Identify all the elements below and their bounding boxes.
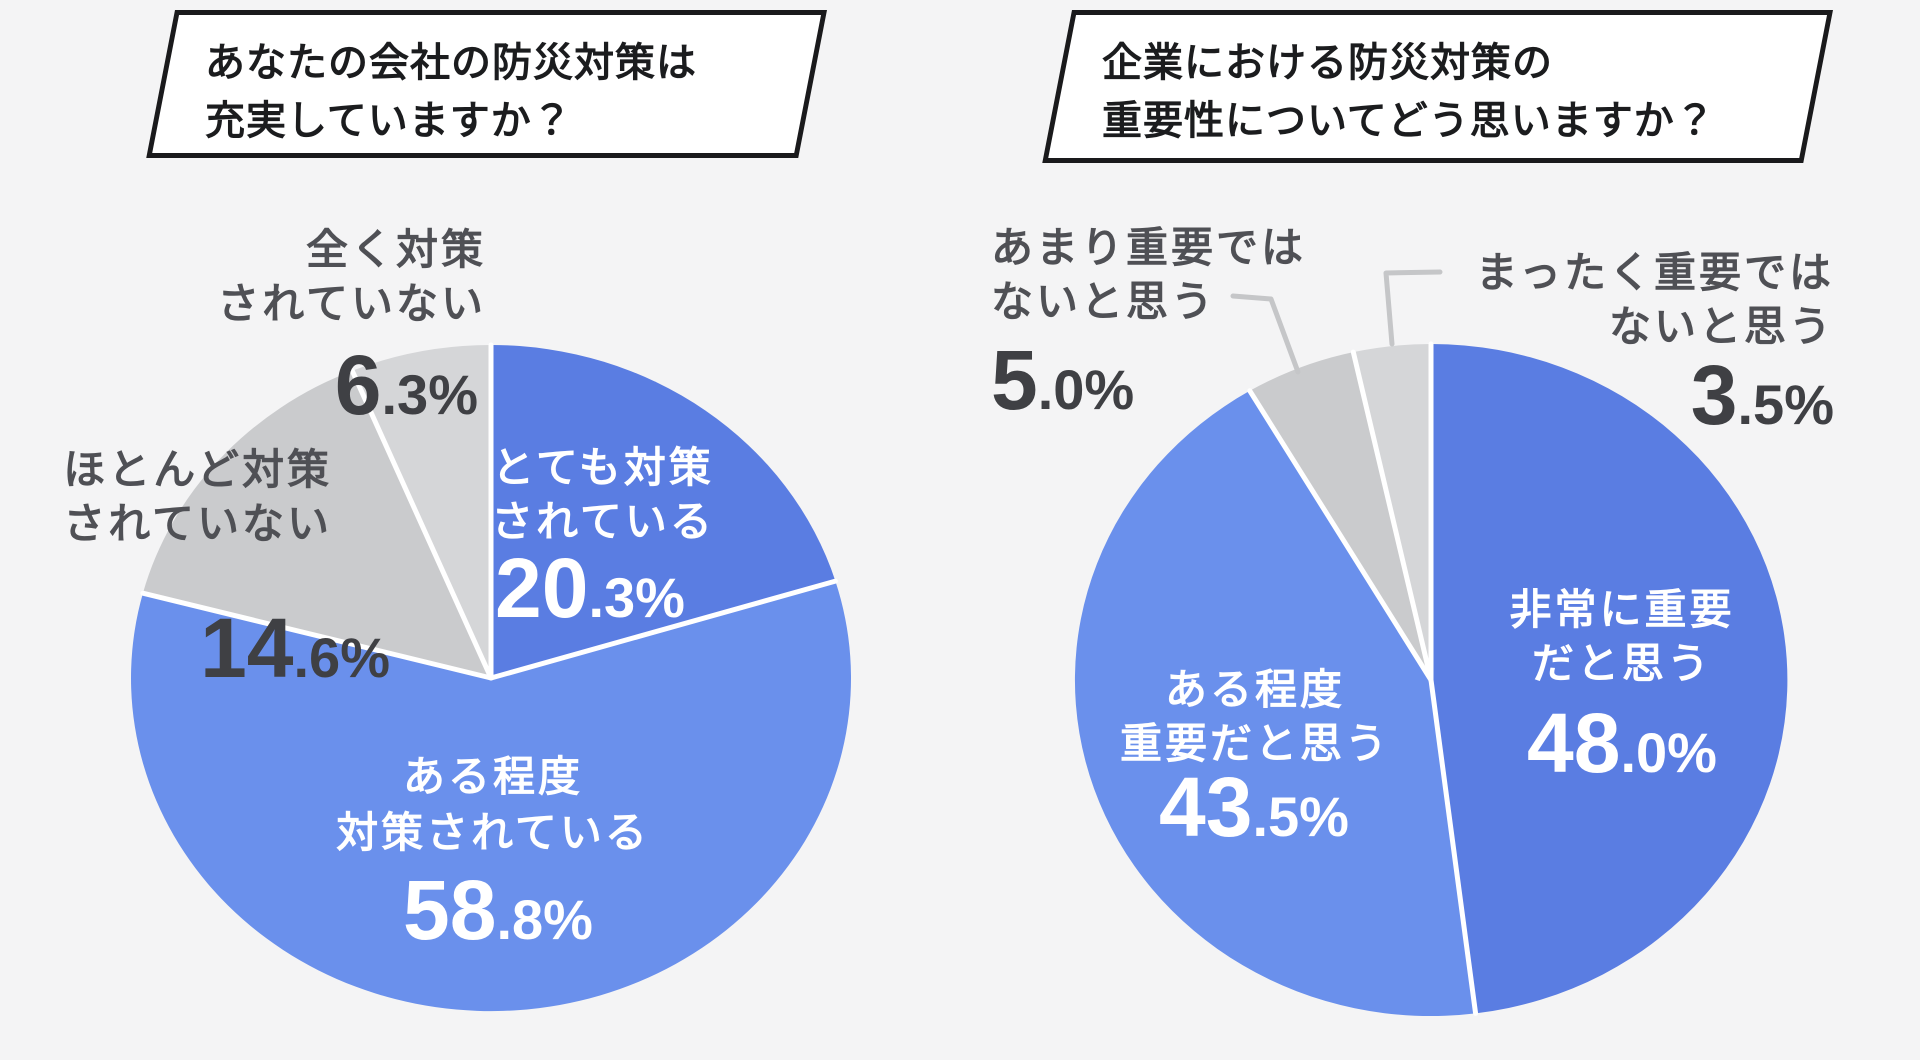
left-value-somewhat: 58.8%	[333, 868, 663, 977]
right-value-very: 48.0%	[1457, 701, 1787, 810]
pie-1-separator-2	[1247, 388, 1434, 683]
right-label-very-line1: 非常に重要	[1509, 586, 1735, 633]
pie-1-slice-1	[1074, 390, 1476, 1017]
pie-0-separator-2	[140, 590, 494, 681]
left-value-very-int: 20	[495, 541, 589, 635]
right-value-not-very: 5.0%	[991, 338, 1411, 447]
left-label-none-line1: 全く対策	[305, 226, 486, 273]
left-value-none-frac: .3%	[381, 363, 479, 426]
pie-0-separator-3	[349, 368, 494, 681]
left-value-somewhat-int: 58	[403, 863, 497, 957]
left-value-very: 20.3%	[425, 546, 755, 655]
right-value-not-very-frac: .0%	[1037, 358, 1135, 421]
right-label-somewhat-line1: ある程度	[1164, 666, 1345, 713]
left-value-none: 6.3%	[118, 343, 478, 452]
pie-0-separator-1	[488, 578, 838, 681]
left-chart-title-line2: 充実していますか？	[205, 99, 573, 143]
right-chart-title-line2: 重要性についてどう思いますか？	[1102, 99, 1716, 143]
left-label-very-line1: とても対策	[492, 444, 714, 491]
right-value-not-very-int: 5	[991, 333, 1038, 427]
right-value-very-int: 48	[1527, 696, 1621, 790]
pie-1-separator-1	[1428, 677, 1479, 1016]
left-value-none-int: 6	[334, 338, 382, 432]
left-label-very-line2: されている	[491, 498, 715, 545]
right-label-not-very-line1: あまり重要では	[991, 224, 1307, 271]
right-chart-title-line1: 企業における防災対策の	[1102, 41, 1553, 85]
right-value-somewhat-int: 43	[1159, 760, 1253, 854]
left-label-somewhat-line2: 対策されている	[336, 809, 650, 856]
right-value-not-at-all: 3.5%	[1434, 353, 1834, 462]
pie-0-slice-3	[352, 345, 491, 678]
right-label-somewhat-line2: 重要だと思う	[1119, 720, 1390, 767]
right-value-somewhat: 43.5%	[1089, 765, 1419, 874]
right-value-somewhat-frac: .5%	[1252, 785, 1349, 848]
left-label-hardly-line2: されていない	[63, 500, 332, 547]
right-value-not-at-all-int: 3	[1690, 348, 1738, 442]
right-value-not-at-all-frac: .5%	[1737, 373, 1835, 436]
left-label-hardly-line1: ほとんど対策	[63, 446, 332, 493]
left-value-very-frac: .3%	[588, 566, 685, 629]
leader-not-very-5.0	[1230, 293, 1301, 375]
left-label-somewhat-line1: ある程度	[402, 753, 583, 800]
left-label-none-line2: されていない	[217, 280, 486, 327]
right-label-not-at-all-line2: ないと思う	[1608, 303, 1834, 350]
left-value-hardly-frac: .6%	[293, 626, 391, 689]
right-label-not-at-all-line1: まったく重要では	[1475, 249, 1834, 296]
pie-0-slice-2	[142, 370, 491, 678]
right-value-very-frac: .0%	[1620, 721, 1717, 784]
left-chart-title-line1: あなたの会社の防災対策は	[205, 41, 697, 85]
leader-not-at-all-3.5	[1383, 269, 1443, 347]
pie-1-separator-3	[1350, 349, 1434, 683]
right-label-not-very-line2: ないと思う	[991, 278, 1217, 325]
left-value-hardly: 14.6%	[30, 606, 390, 715]
left-value-hardly-int: 14	[200, 601, 294, 695]
pie-0-slice-1	[131, 581, 852, 1012]
left-value-somewhat-frac: .8%	[496, 888, 593, 951]
pie-1-slice-0	[1431, 343, 1788, 1014]
pie-0-slice-0	[491, 345, 836, 678]
pie-1-slice-2	[1249, 352, 1431, 680]
right-label-very-line2: だと思う	[1531, 640, 1712, 687]
